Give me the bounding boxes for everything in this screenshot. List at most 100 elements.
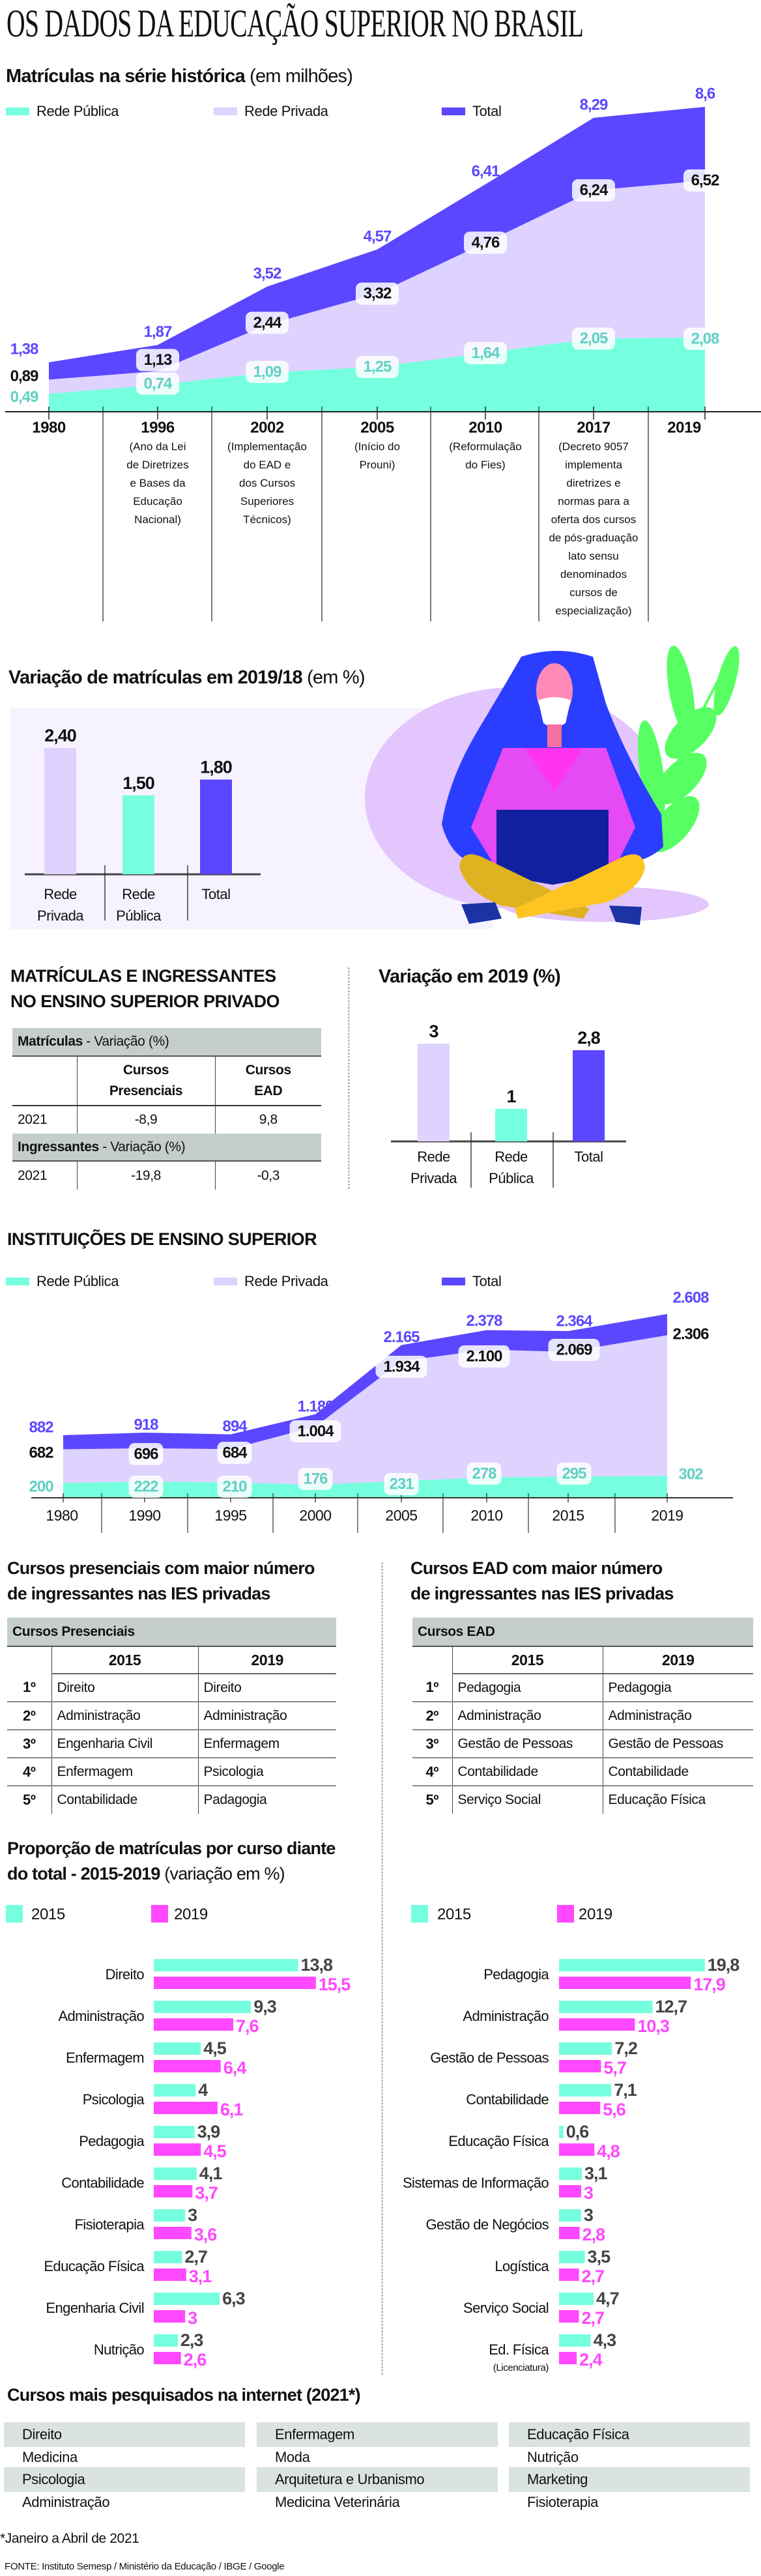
table-row: 1º Pedagogia Pedagogia xyxy=(412,1674,753,1702)
bar-category-label: Privada xyxy=(410,1170,457,1186)
table-row: 4º Contabilidade Contabilidade xyxy=(412,1758,753,1786)
neck xyxy=(547,724,562,747)
value-label-2019: 5,6 xyxy=(603,2100,626,2119)
enrollment-title-bold: Matrículas na série histórica xyxy=(6,66,246,87)
milestone-note: (Reformulação do Fies) xyxy=(449,440,522,471)
bar-category-label: Privada xyxy=(37,908,84,924)
rank-cell: 3º xyxy=(7,1730,51,1758)
milestone-note: (Ano da Lei de Diretrizes e Bases da Edu… xyxy=(126,440,189,526)
course-2019-cell: Administração xyxy=(602,1702,753,1730)
bar-2019 xyxy=(559,2143,595,2156)
empty-cell xyxy=(12,1056,77,1106)
proportion-title-line2: do total - 2015-2019 (variação em %) xyxy=(7,1865,285,1883)
bar-2019 xyxy=(154,2268,186,2281)
bar-2015 xyxy=(154,2001,251,2013)
value-label-2019: 2,4 xyxy=(579,2350,603,2369)
institutions-area-chart: 882 918 894 1.180 2.165 2.378 2.364 2.608 682 696… xyxy=(29,1289,733,1533)
woman-with-laptop-illustration xyxy=(365,645,739,925)
legend-label-2019: 2019 xyxy=(579,1906,612,1923)
public-value-label: 222 xyxy=(134,1478,158,1496)
legend-swatch-total xyxy=(442,107,465,115)
total-value-label: 1,38 xyxy=(10,341,38,358)
total-value-label: 918 xyxy=(134,1416,158,1434)
public-value-label: 1,64 xyxy=(472,344,500,362)
value-label-2015: 7,2 xyxy=(614,2039,637,2058)
footnote: *Janeiro a Abril de 2021 xyxy=(0,2531,139,2546)
searched-courses-title: Cursos mais pesquisados na internet (202… xyxy=(7,2385,361,2405)
table-row: 3º Engenharia Civil Enfermagem xyxy=(7,1730,336,1758)
total-value-label: 4,57 xyxy=(364,227,392,245)
value-label-2019: 3 xyxy=(584,2183,594,2203)
laptop xyxy=(496,810,609,875)
value-label-2019: 2,6 xyxy=(184,2350,207,2369)
bar-2019 xyxy=(154,2018,233,2031)
ingressantes-header-bold: Ingressantes xyxy=(18,1139,99,1154)
value-label-2019: 2,7 xyxy=(582,2308,605,2328)
course-2015-cell: Serviço Social xyxy=(452,1786,603,1814)
value-label-2019: 17,9 xyxy=(693,1975,726,1994)
total-value-label: 2.378 xyxy=(466,1312,502,1330)
proportion-title-unit: (variação em %) xyxy=(160,1864,285,1883)
bar xyxy=(200,779,232,874)
course-2019-cell: Pedagogia xyxy=(602,1674,753,1702)
value-label-2015: 7,1 xyxy=(614,2080,637,2100)
bar-2015 xyxy=(559,1959,705,1971)
ead-rank-title-line1: Cursos EAD com maior número xyxy=(410,1558,663,1578)
table-row: 1º Direito Direito xyxy=(7,1674,336,1702)
legend-swatch-total xyxy=(442,1278,465,1285)
presenciais-rank-title-line1: Cursos presenciais com maior número xyxy=(7,1558,315,1578)
public-value-label-box xyxy=(217,1476,252,1498)
course-label: Pedagogia xyxy=(79,2133,145,2149)
searched-course-item: Fisioterapia xyxy=(527,2493,598,2510)
variation-title-bold: Variação de matrículas em 2019/18 xyxy=(8,667,303,688)
value-label-2015: 3,9 xyxy=(197,2122,221,2141)
total-value-label: 8,6 xyxy=(695,85,715,103)
value-label-2019: 3 xyxy=(188,2308,197,2328)
legend-swatch-2019 xyxy=(151,1905,168,1923)
public-value-label: 2,05 xyxy=(580,330,608,347)
bar-2019 xyxy=(154,2352,181,2364)
course-2015-cell: Administração xyxy=(51,1702,198,1730)
bar-2019 xyxy=(559,2227,580,2239)
bar-value-label: 2,40 xyxy=(44,726,76,745)
total-value-label: 8,29 xyxy=(580,96,608,113)
variation-2019-bar-chart: 3 Rede Privada 1 Rede Pública 2,8 Total xyxy=(391,1022,626,1188)
bar-2019 xyxy=(154,2060,221,2072)
legend-swatch-2015 xyxy=(6,1905,23,1923)
milestone-note: (Implementação do EAD e dos Cursos Super… xyxy=(227,440,307,526)
bar-category-label: Total xyxy=(575,1149,603,1165)
value-label-2019: 4,5 xyxy=(203,2141,227,2161)
course-2019-cell: Gestão de Pessoas xyxy=(602,1730,753,1758)
private-value-label-box xyxy=(458,1345,510,1367)
course-proportion-bar-charts: 13,815,5Direito9,37,6Administração4,56,4… xyxy=(44,1955,740,2373)
rank-cell: 5º xyxy=(23,1792,36,1808)
public-value-label: 0,74 xyxy=(144,375,173,392)
value-label-2019: 4,8 xyxy=(597,2141,620,2161)
private-value-label-box xyxy=(128,1443,164,1465)
bar-2019 xyxy=(154,2143,201,2156)
public-value-label: 210 xyxy=(222,1478,247,1496)
value-label-2015: 3,5 xyxy=(588,2247,611,2267)
bar xyxy=(495,1109,527,1141)
bar xyxy=(44,748,76,874)
private-value-label-box xyxy=(289,1420,341,1442)
x-axis-year-label: 2015 xyxy=(552,1507,584,1524)
value-label-2019: 3,6 xyxy=(194,2225,218,2244)
table-row: 3º Gestão de Pessoas Gestão de Pessoas xyxy=(412,1730,753,1758)
private-value-label: 6,24 xyxy=(580,182,609,199)
bar-2019 xyxy=(559,2352,577,2364)
table-header-row: Cursos Presenciais xyxy=(7,1618,336,1647)
public-value-label: 278 xyxy=(472,1465,496,1483)
private-value-label-box xyxy=(683,169,726,192)
empty-cell xyxy=(7,1646,51,1674)
private-variation-table: Matrículas - Variação (%) Cursos Presenc… xyxy=(12,1028,321,1190)
course-label: Educação Física xyxy=(44,2258,145,2274)
course-2015-cell: Contabilidade xyxy=(51,1786,198,1814)
value-label-2019: 7,6 xyxy=(236,2016,259,2036)
bar-2019 xyxy=(559,2060,601,2072)
total-value-label: 2.608 xyxy=(672,1289,709,1306)
bar xyxy=(122,795,154,874)
course-label: Gestão de Negócios xyxy=(425,2216,549,2233)
public-value-label: 302 xyxy=(678,1466,703,1483)
